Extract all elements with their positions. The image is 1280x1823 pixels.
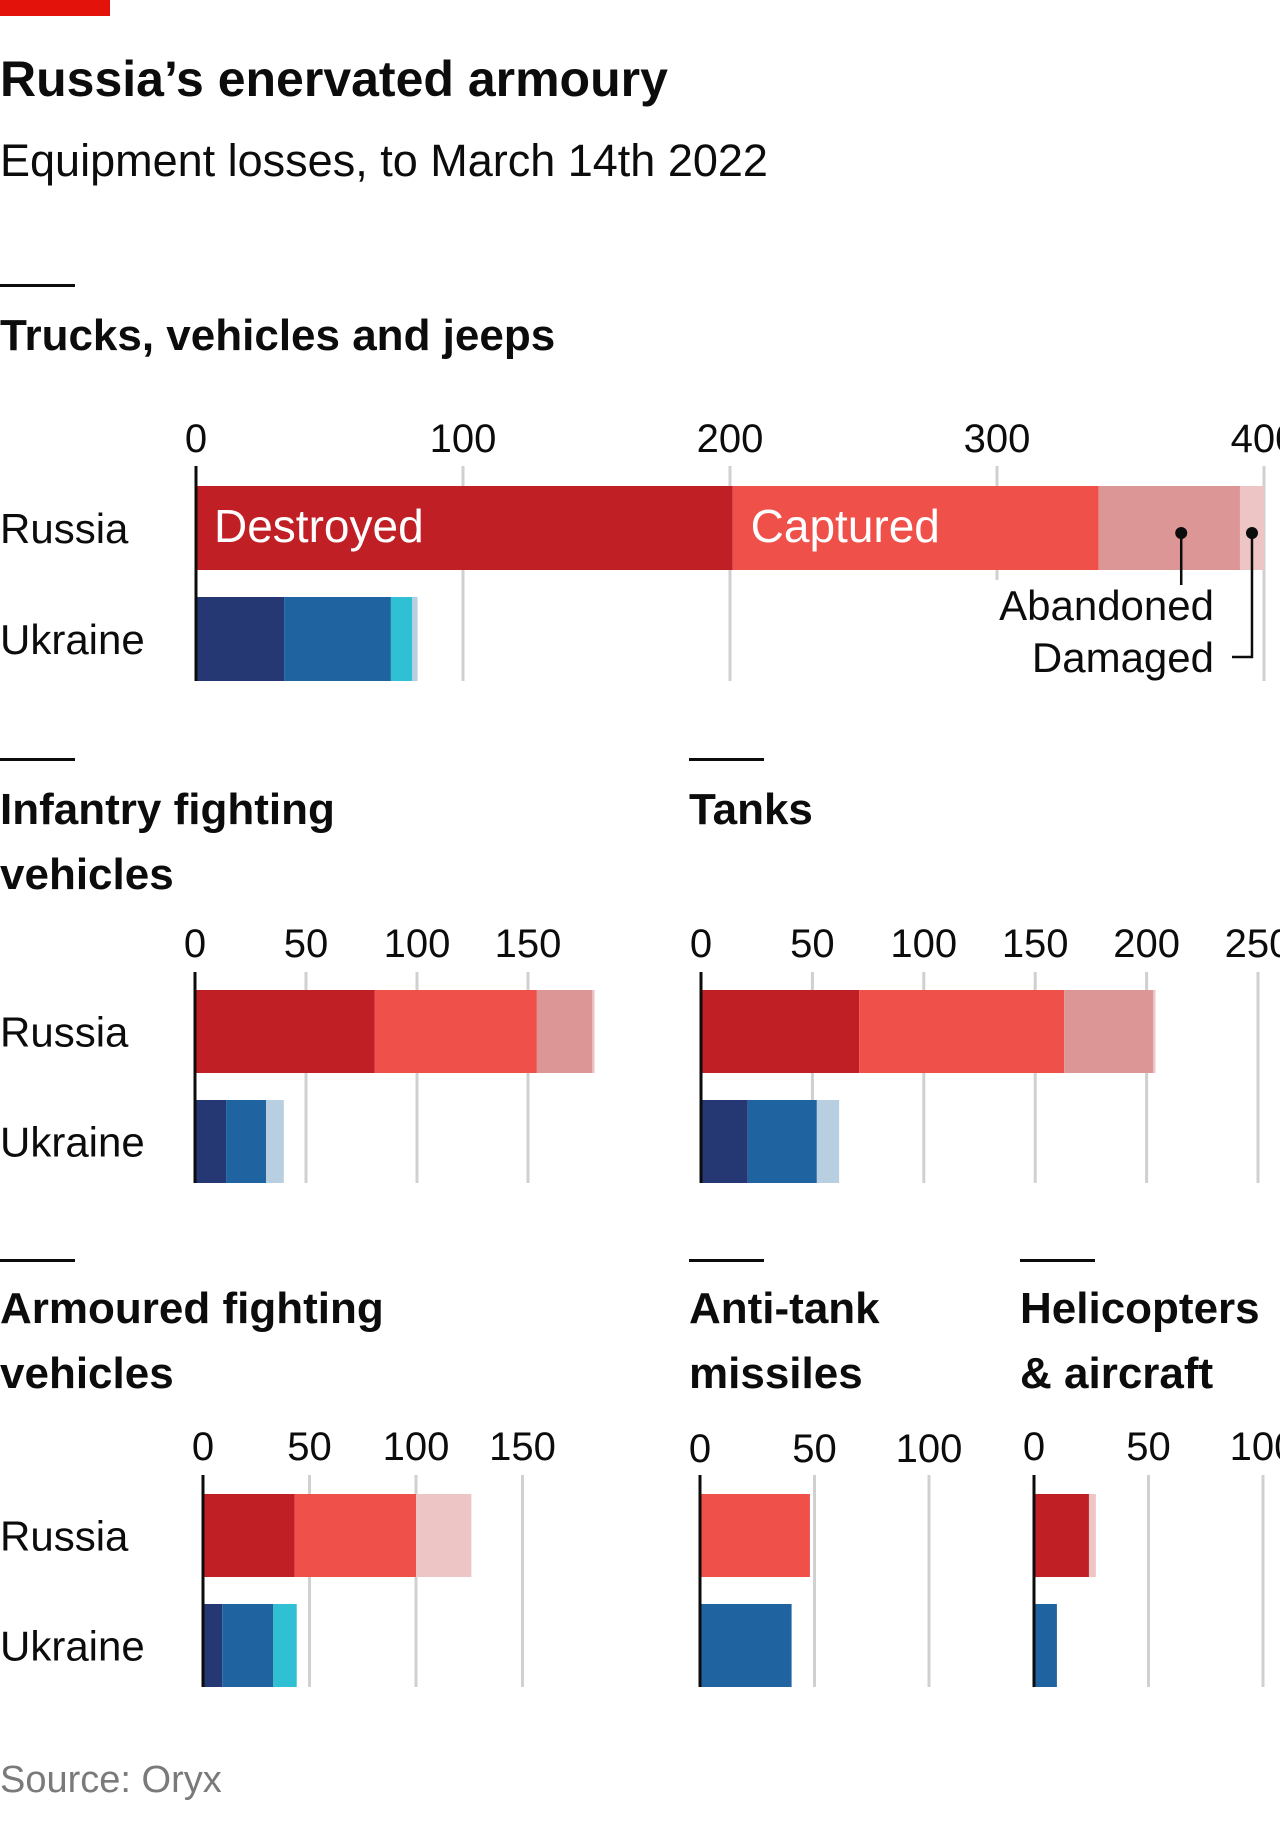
panel-title: Tanks: [689, 785, 813, 834]
panel-title: & aircraft: [1020, 1349, 1214, 1398]
bar-russia-captured: [700, 1494, 810, 1577]
tick-label: 200: [697, 417, 764, 461]
panel-4: Armoured fighting vehicles 0 50 100 150 Russia…: [0, 1259, 556, 1687]
panel-rule: [0, 758, 75, 761]
bar-ukraine-captured: [747, 1100, 817, 1183]
tick-label: 0: [192, 1425, 214, 1469]
tick-label: 100: [896, 1427, 963, 1471]
bar-russia-captured: [732, 486, 1099, 570]
panel-1: Trucks, vehicles and jeeps 0 100 200 300 400 R…: [0, 284, 1280, 682]
annotation-bg: [980, 580, 1220, 682]
bar-ukraine-destroyed: [196, 597, 285, 681]
bar-russia-captured: [294, 1494, 416, 1577]
marker-abandoned: [1175, 527, 1188, 539]
tick-label: 100: [383, 1425, 450, 1469]
category-label: Russia: [0, 505, 129, 552]
tick-label: 150: [489, 1425, 556, 1469]
bar-russia-destroyed: [1034, 1494, 1089, 1577]
category-label: Ukraine: [0, 1119, 145, 1166]
tick-label: 50: [284, 922, 329, 966]
tick-label: 100: [384, 922, 451, 966]
panel-rule: [0, 284, 75, 287]
label-destroyed: Destroyed: [214, 500, 424, 552]
bar-ukraine-abandoned: [273, 1604, 297, 1687]
panel-rule: [0, 1259, 75, 1262]
tick-label: 0: [185, 417, 207, 461]
panel-rule: [1020, 1259, 1095, 1262]
tick-label: 0: [689, 1427, 711, 1471]
bar-russia-destroyed: [196, 486, 733, 570]
panel-5: Anti-tank missiles 0 50 100: [689, 1259, 963, 1687]
bar-ukraine-damaged: [412, 597, 418, 681]
accent-bar: [0, 0, 110, 16]
panel-title: vehicles: [0, 850, 174, 899]
tick-label: 100: [1230, 1425, 1280, 1469]
bar-russia-damaged: [416, 1494, 472, 1577]
category-label: Russia: [0, 1513, 129, 1560]
source-note: Source: Oryx: [0, 1759, 222, 1801]
bar-ukraine-captured: [226, 1100, 267, 1183]
tick-label: 200: [1113, 922, 1180, 966]
bar-russia-abandoned: [536, 990, 593, 1073]
bar-ukraine-damaged: [816, 1100, 840, 1183]
panel-title: Anti-tank: [689, 1284, 880, 1333]
chart-title: Russia’s enervated armoury: [0, 51, 668, 107]
category-label: Russia: [0, 1009, 129, 1056]
panel-title: vehicles: [0, 1349, 174, 1398]
tick-label: 100: [890, 922, 957, 966]
bar-russia-abandoned: [1098, 486, 1240, 570]
tick-label: 50: [790, 922, 835, 966]
panel-3: Tanks 0 50 100 150 200 250: [689, 758, 1280, 1183]
bar-russia-destroyed: [701, 990, 860, 1073]
bar-ukraine-destroyed: [195, 1100, 227, 1183]
marker-damaged: [1245, 527, 1258, 539]
label-abandoned: Abandoned: [999, 582, 1214, 629]
bar-ukraine-damaged: [266, 1100, 284, 1183]
tick-label: 250: [1225, 922, 1280, 966]
panel-title: missiles: [689, 1349, 863, 1398]
panel-title: Armoured fighting: [0, 1284, 384, 1333]
bar-ukraine-captured: [222, 1604, 274, 1687]
bar-ukraine-captured: [284, 597, 391, 681]
panel-rule: [689, 758, 764, 761]
category-label: Ukraine: [0, 616, 145, 663]
bar-ukraine-destroyed: [203, 1604, 223, 1687]
bar-russia-captured: [374, 990, 537, 1073]
label-captured: Captured: [751, 500, 940, 552]
bar-russia-destroyed: [195, 990, 375, 1073]
bar-russia-captured: [859, 990, 1065, 1073]
panel-title: Trucks, vehicles and jeeps: [0, 311, 555, 360]
chart-subtitle: Equipment losses, to March 14th 2022: [0, 135, 768, 186]
leader-line-damaged: [1231, 533, 1254, 659]
tick-label: 0: [690, 922, 712, 966]
tick-label: 0: [1023, 1425, 1045, 1469]
bar-russia-damaged: [592, 990, 595, 1073]
bar-ukraine-captured: [1034, 1604, 1057, 1687]
panel-6: Helicopters & aircraft 0 50 100: [1020, 1259, 1280, 1687]
tick-label: 300: [964, 417, 1031, 461]
panel-title: Infantry fighting: [0, 785, 335, 834]
bar-ukraine-abandoned: [390, 597, 413, 681]
tick-label: 150: [495, 922, 562, 966]
panel-rule: [689, 1259, 764, 1262]
bar-ukraine-destroyed: [701, 1100, 748, 1183]
bar-russia-destroyed: [203, 1494, 295, 1577]
category-label: Ukraine: [0, 1623, 145, 1670]
tick-label: 50: [792, 1427, 837, 1471]
tick-label: 50: [287, 1425, 332, 1469]
tick-label: 150: [1002, 922, 1069, 966]
bar-russia-damaged: [1153, 990, 1156, 1073]
bar-russia-abandoned: [1064, 990, 1154, 1073]
tick-label: 100: [430, 417, 497, 461]
bar-ukraine-captured: [700, 1604, 792, 1687]
bar-russia-damaged: [1088, 1494, 1096, 1577]
panel-title: Helicopters: [1020, 1284, 1260, 1333]
tick-label: 400: [1231, 417, 1280, 461]
tick-label: 50: [1126, 1425, 1171, 1469]
tick-label: 0: [184, 922, 206, 966]
label-damaged: Damaged: [1032, 634, 1214, 681]
